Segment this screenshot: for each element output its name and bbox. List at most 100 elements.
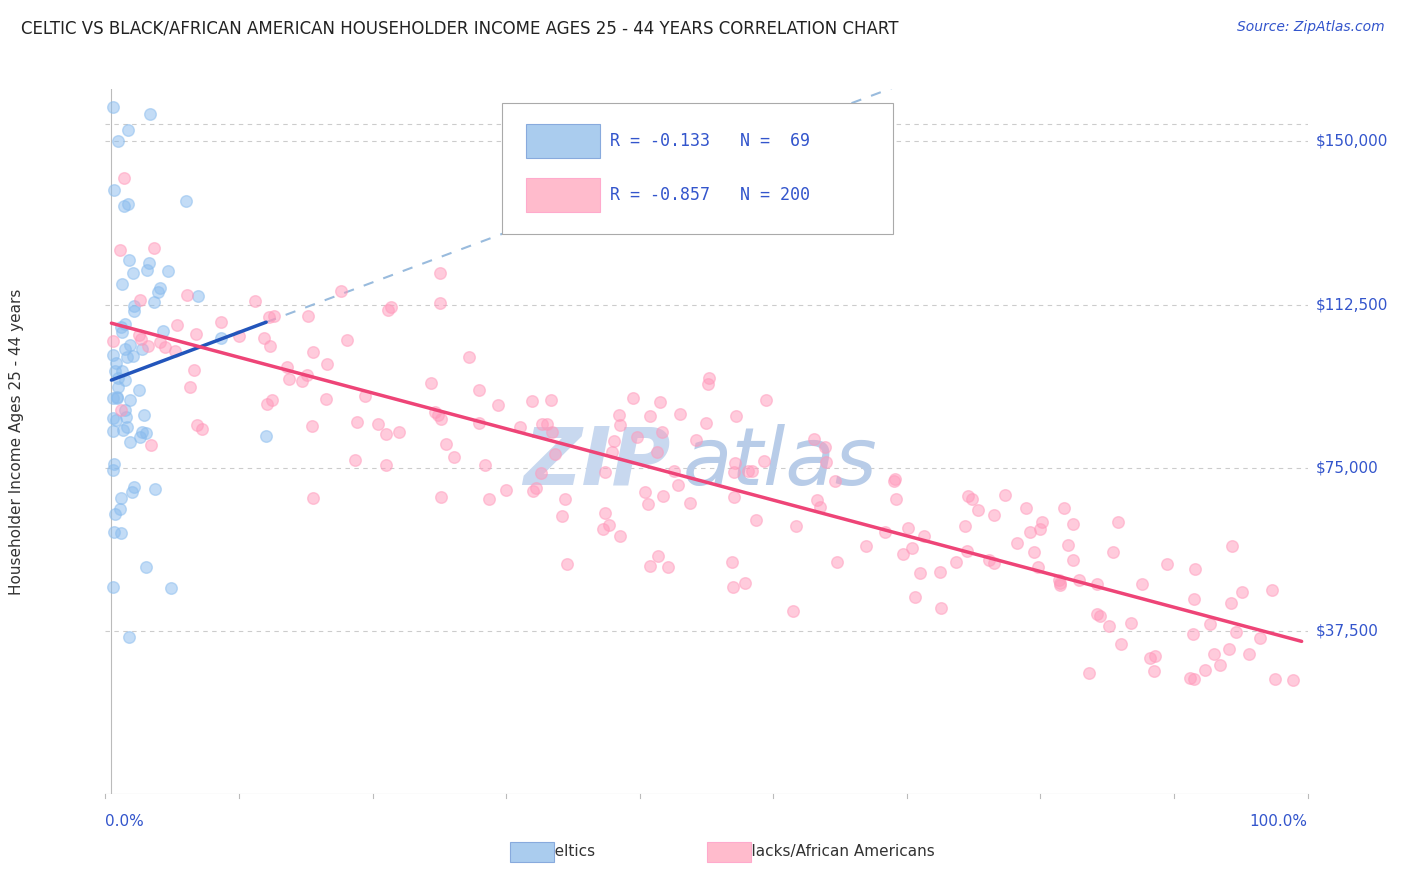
Point xyxy=(297,309,319,323)
Point xyxy=(107,380,129,394)
Point xyxy=(112,171,135,186)
Point xyxy=(128,383,150,397)
Point xyxy=(101,334,124,348)
Point xyxy=(135,560,157,574)
Point xyxy=(243,293,266,308)
Point xyxy=(993,488,1015,502)
Point xyxy=(640,558,662,573)
Point xyxy=(122,267,145,281)
Point xyxy=(436,436,458,450)
Point xyxy=(104,507,127,521)
Point xyxy=(187,289,209,303)
Point xyxy=(1194,664,1216,678)
Point xyxy=(228,328,250,343)
Point xyxy=(156,264,179,278)
Point xyxy=(945,555,967,569)
Point xyxy=(183,363,205,377)
Point xyxy=(1049,576,1071,591)
Point xyxy=(1028,522,1050,536)
Point xyxy=(1232,585,1254,599)
Point xyxy=(142,295,165,310)
Point xyxy=(139,106,162,120)
Point xyxy=(160,581,183,595)
Point xyxy=(1018,525,1040,540)
Point xyxy=(1204,647,1226,661)
Point xyxy=(598,518,620,533)
Point xyxy=(1062,516,1084,531)
Point xyxy=(593,507,616,521)
Point xyxy=(114,317,136,331)
Point xyxy=(696,376,718,391)
Point xyxy=(112,423,135,437)
Point xyxy=(891,547,914,561)
Point xyxy=(645,445,668,459)
FancyBboxPatch shape xyxy=(502,103,893,234)
Point xyxy=(186,417,208,432)
Point xyxy=(1182,591,1205,606)
Point xyxy=(651,489,673,503)
Point xyxy=(118,338,141,352)
Point xyxy=(129,430,152,444)
Point xyxy=(276,359,298,374)
Point xyxy=(695,416,717,430)
Point xyxy=(429,295,451,310)
Point xyxy=(806,493,828,508)
Point xyxy=(186,327,208,342)
Point xyxy=(754,454,776,468)
Point xyxy=(495,483,517,498)
Point xyxy=(115,420,138,434)
Point xyxy=(956,544,979,558)
Point xyxy=(111,277,134,291)
Point xyxy=(983,556,1005,570)
Point xyxy=(377,303,399,318)
Point xyxy=(138,256,160,270)
Point xyxy=(908,566,931,581)
Point xyxy=(152,324,174,338)
Point xyxy=(117,122,139,136)
Point xyxy=(278,371,301,385)
Point xyxy=(912,529,935,543)
Point xyxy=(648,394,671,409)
Point xyxy=(142,241,165,255)
Point xyxy=(651,425,673,439)
Point xyxy=(115,350,138,364)
Point xyxy=(1026,559,1049,574)
Point xyxy=(884,473,907,487)
Text: CELTIC VS BLACK/AFRICAN AMERICAN HOUSEHOLDER INCOME AGES 25 - 44 YEARS CORRELATI: CELTIC VS BLACK/AFRICAN AMERICAN HOUSEHO… xyxy=(21,20,898,37)
Point xyxy=(741,464,763,478)
Point xyxy=(592,522,614,536)
Point xyxy=(600,445,623,459)
Point xyxy=(551,509,574,524)
Point xyxy=(1085,607,1108,622)
Point xyxy=(110,525,132,540)
Point xyxy=(1132,576,1154,591)
Point xyxy=(609,418,631,433)
Point xyxy=(132,408,155,422)
FancyBboxPatch shape xyxy=(526,124,599,158)
Point xyxy=(1182,627,1205,641)
Point xyxy=(668,407,690,421)
Point xyxy=(814,440,837,454)
Point xyxy=(1264,672,1286,686)
Point xyxy=(103,183,125,197)
Point xyxy=(478,491,501,506)
Point xyxy=(530,466,553,480)
Point xyxy=(128,293,150,308)
Point xyxy=(679,496,702,510)
Point xyxy=(117,196,139,211)
Text: Celtics: Celtics xyxy=(544,845,595,859)
Point xyxy=(259,339,281,353)
Point xyxy=(1281,673,1303,687)
Point xyxy=(101,580,124,594)
Point xyxy=(121,349,143,363)
Point xyxy=(110,491,132,506)
Point xyxy=(720,555,742,569)
Point xyxy=(101,392,124,406)
Point xyxy=(256,397,278,411)
Point xyxy=(149,281,172,295)
Text: R = -0.133   N =  69: R = -0.133 N = 69 xyxy=(610,132,810,150)
Point xyxy=(825,556,848,570)
Text: $150,000: $150,000 xyxy=(1316,134,1388,149)
Point xyxy=(146,285,169,300)
Point xyxy=(104,356,127,370)
